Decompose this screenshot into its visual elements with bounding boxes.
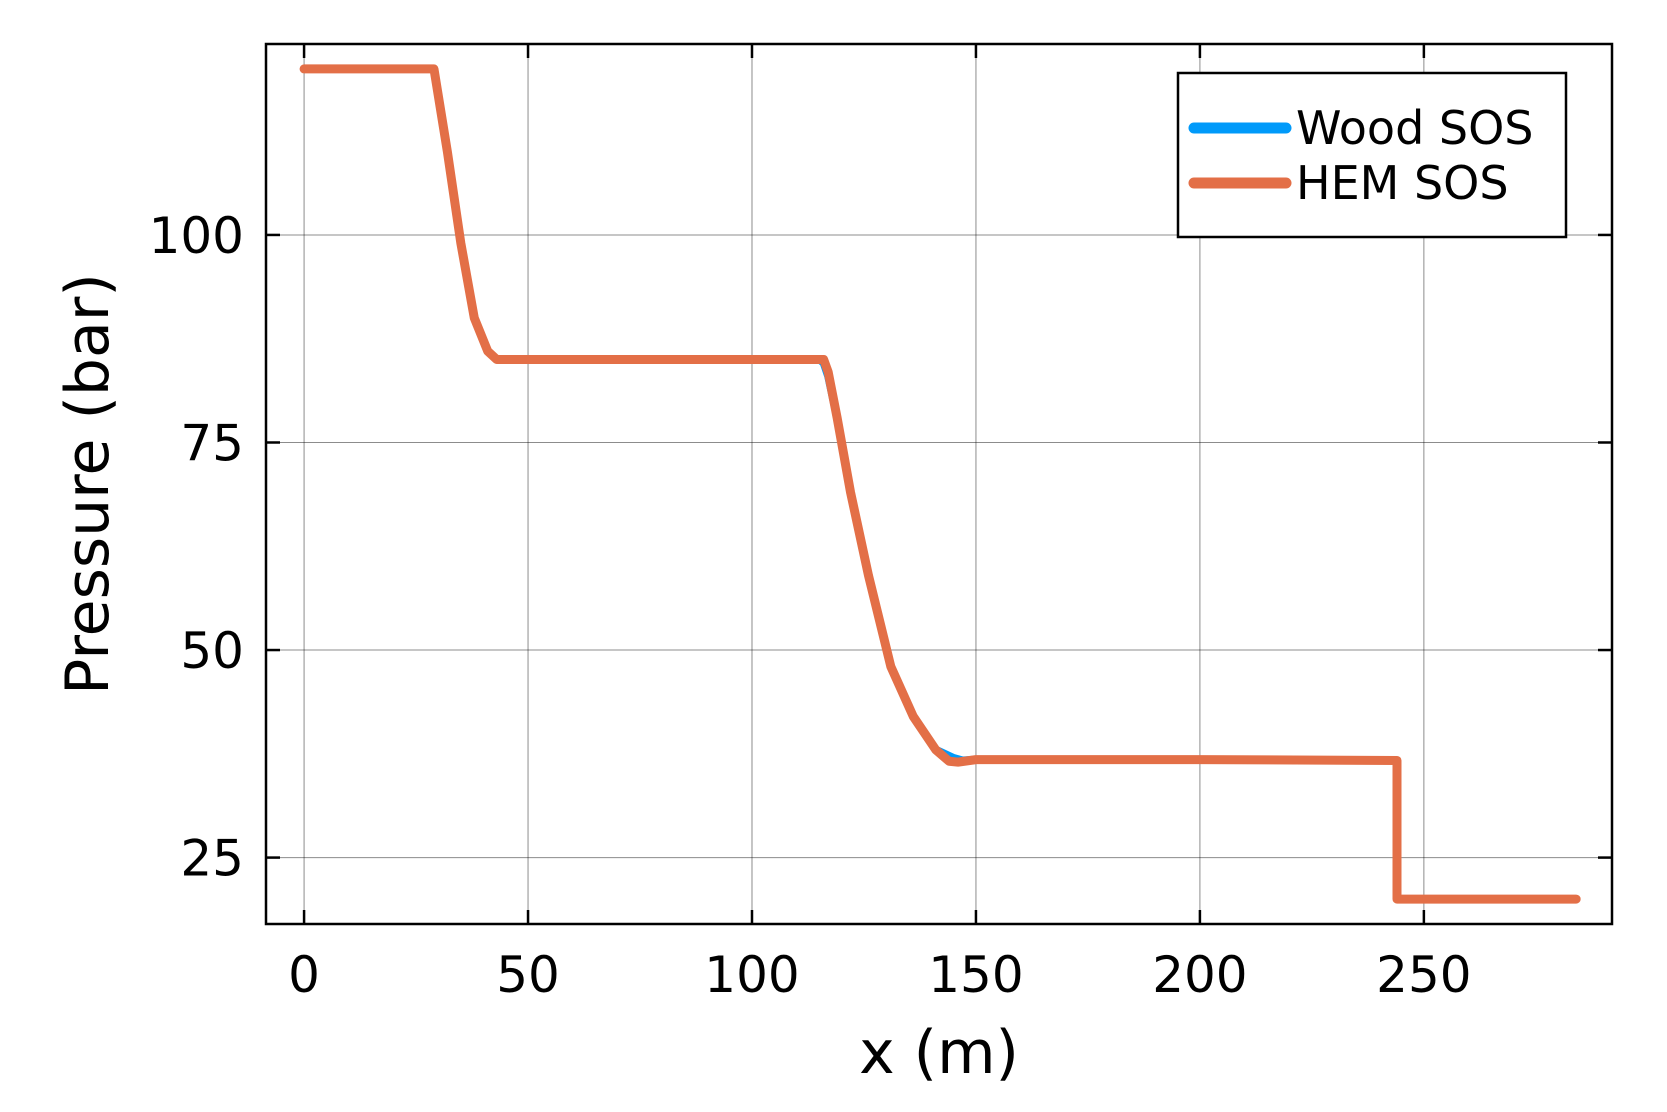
series-line-hem-sos [299, 64, 1581, 904]
y-tick-label: 100 [149, 207, 244, 265]
plot-frame [264, 42, 1614, 926]
x-tick-label: 50 [496, 946, 560, 1004]
legend-label: Wood SOS [1296, 101, 1534, 155]
x-tick-label: 150 [928, 946, 1023, 1004]
legend-label: HEM SOS [1296, 156, 1509, 210]
x-tick-label: 0 [288, 946, 320, 1004]
x-tick-label: 100 [704, 946, 799, 1004]
y-tick-label: 50 [180, 622, 244, 680]
x-axis-label: x (m) [859, 1018, 1019, 1088]
x-tick-label: 200 [1152, 946, 1247, 1004]
series-layer [299, 64, 1581, 904]
legend-box [1176, 71, 1568, 239]
y-tick-label: 25 [180, 830, 244, 888]
y-tick-label: 75 [180, 414, 244, 472]
x-tick-label: 250 [1376, 946, 1471, 1004]
ticks [266, 44, 1612, 924]
y-axis-label: Pressure (bar) [53, 273, 123, 695]
tick-labels: 0 50 100 150 200 250 25 50 75 100 [149, 207, 1472, 1004]
